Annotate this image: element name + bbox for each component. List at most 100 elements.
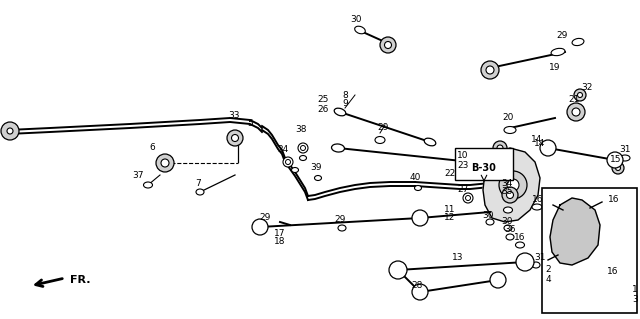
Text: 8: 8 — [342, 91, 348, 100]
Text: 39: 39 — [310, 164, 322, 173]
Circle shape — [252, 219, 268, 235]
Text: SDNAB2900: SDNAB2900 — [566, 303, 616, 313]
Circle shape — [298, 143, 308, 153]
Text: 18: 18 — [275, 236, 285, 246]
Ellipse shape — [532, 204, 542, 210]
Circle shape — [285, 160, 291, 165]
Circle shape — [568, 269, 590, 291]
Text: 19: 19 — [549, 63, 561, 72]
Circle shape — [481, 61, 499, 79]
Ellipse shape — [314, 175, 321, 181]
Text: 5: 5 — [247, 118, 253, 128]
Circle shape — [612, 162, 624, 174]
Text: 16: 16 — [515, 234, 525, 242]
Text: 15: 15 — [611, 155, 621, 165]
Text: 7: 7 — [195, 179, 201, 188]
Circle shape — [412, 284, 428, 300]
Ellipse shape — [375, 137, 385, 144]
Circle shape — [499, 171, 527, 199]
Text: 10: 10 — [457, 151, 468, 160]
Text: 6: 6 — [149, 144, 155, 152]
Ellipse shape — [598, 277, 609, 284]
Circle shape — [385, 41, 392, 48]
Ellipse shape — [355, 26, 365, 34]
Circle shape — [516, 253, 534, 271]
Circle shape — [412, 210, 428, 226]
Text: B-30: B-30 — [472, 163, 497, 173]
Text: 21: 21 — [568, 95, 580, 105]
Text: 25: 25 — [317, 95, 329, 105]
Ellipse shape — [551, 48, 565, 56]
Ellipse shape — [532, 262, 540, 268]
Text: 31: 31 — [534, 253, 546, 262]
Circle shape — [380, 37, 396, 53]
Text: 1: 1 — [632, 286, 638, 294]
Circle shape — [506, 191, 513, 198]
Text: 14: 14 — [531, 136, 543, 145]
Circle shape — [574, 89, 586, 101]
Bar — [542, 188, 637, 313]
Text: 14: 14 — [534, 138, 546, 147]
Ellipse shape — [424, 138, 436, 146]
Circle shape — [490, 272, 506, 288]
Circle shape — [301, 145, 305, 151]
Circle shape — [389, 261, 407, 279]
Circle shape — [616, 166, 621, 170]
Circle shape — [491, 151, 509, 169]
Text: 13: 13 — [452, 254, 464, 263]
Text: 16: 16 — [532, 196, 544, 204]
Ellipse shape — [504, 225, 512, 231]
Bar — [455, 148, 513, 180]
Text: 29: 29 — [378, 123, 388, 132]
Ellipse shape — [595, 209, 605, 216]
Text: 20: 20 — [502, 114, 514, 122]
Text: 9: 9 — [342, 99, 348, 108]
Ellipse shape — [334, 108, 346, 116]
Circle shape — [1, 122, 19, 140]
Polygon shape — [483, 148, 540, 222]
Ellipse shape — [486, 219, 494, 225]
Circle shape — [502, 187, 518, 203]
Text: 17: 17 — [275, 228, 285, 238]
Text: 35: 35 — [501, 188, 513, 197]
Circle shape — [7, 128, 13, 134]
Text: 4: 4 — [545, 275, 551, 284]
Circle shape — [574, 275, 584, 285]
Circle shape — [493, 141, 507, 155]
Ellipse shape — [300, 155, 307, 160]
Circle shape — [463, 193, 473, 203]
Text: FR.: FR. — [70, 275, 90, 285]
Circle shape — [156, 154, 174, 172]
Polygon shape — [550, 198, 600, 265]
Circle shape — [598, 193, 612, 207]
Text: 26: 26 — [317, 106, 329, 115]
Text: 29: 29 — [556, 32, 568, 41]
Text: 29: 29 — [259, 213, 271, 222]
Text: 3: 3 — [632, 295, 638, 305]
Ellipse shape — [493, 161, 506, 169]
Text: 23: 23 — [458, 160, 468, 169]
Circle shape — [232, 135, 239, 142]
Text: 24: 24 — [277, 145, 289, 154]
Ellipse shape — [543, 284, 550, 288]
Circle shape — [227, 130, 243, 146]
Circle shape — [567, 103, 585, 121]
Text: 37: 37 — [132, 172, 144, 181]
Ellipse shape — [506, 234, 514, 240]
Circle shape — [497, 145, 503, 151]
Circle shape — [161, 159, 169, 167]
Text: 16: 16 — [608, 196, 620, 204]
Ellipse shape — [332, 144, 344, 152]
Text: 38: 38 — [295, 125, 307, 135]
Ellipse shape — [291, 167, 298, 173]
Text: 12: 12 — [444, 213, 456, 222]
Text: 16: 16 — [607, 268, 619, 277]
Text: 28: 28 — [412, 280, 422, 290]
Text: 36: 36 — [504, 226, 516, 234]
Circle shape — [577, 93, 582, 98]
Ellipse shape — [143, 182, 152, 188]
Ellipse shape — [572, 38, 584, 46]
Ellipse shape — [415, 186, 422, 190]
Text: 33: 33 — [228, 110, 240, 120]
Text: 2: 2 — [545, 265, 551, 275]
